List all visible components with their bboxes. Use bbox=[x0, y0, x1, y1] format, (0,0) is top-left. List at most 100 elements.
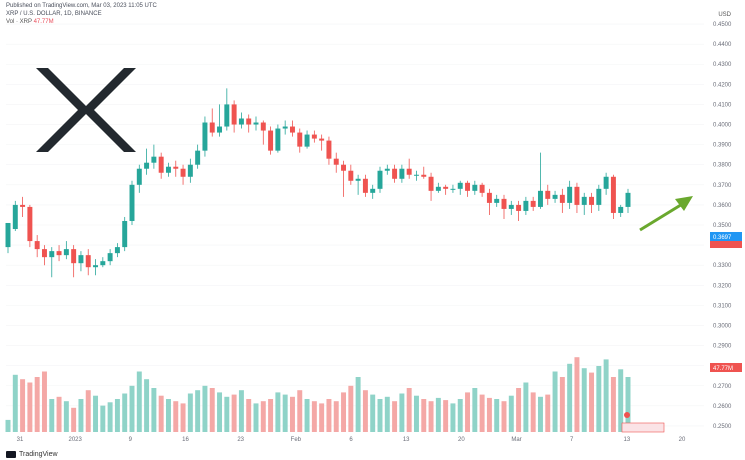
volume-bar bbox=[20, 379, 26, 432]
candle-body bbox=[297, 132, 303, 147]
volume-bars bbox=[5, 357, 631, 432]
y-tick-label: 0.3600 bbox=[713, 203, 732, 209]
candle-body bbox=[144, 162, 150, 169]
candle-body bbox=[217, 126, 223, 133]
volume-label: Vol · XRP bbox=[6, 19, 32, 25]
candle-body bbox=[537, 190, 543, 207]
candle-body bbox=[187, 164, 193, 177]
volume-bar bbox=[100, 405, 106, 432]
candle-body bbox=[574, 186, 580, 205]
x-tick-label: 23 bbox=[237, 437, 244, 443]
candle-body bbox=[20, 204, 26, 207]
x-tick-label: 13 bbox=[623, 437, 630, 443]
candle-body bbox=[552, 194, 558, 199]
volume-bar bbox=[589, 372, 595, 432]
flag-markers bbox=[621, 412, 665, 433]
volume-bar bbox=[107, 402, 113, 432]
candle-body bbox=[289, 126, 295, 133]
volume-bar bbox=[217, 392, 223, 432]
candle-body bbox=[238, 118, 244, 125]
volume-bar bbox=[392, 401, 398, 432]
volume-bar bbox=[144, 379, 150, 432]
candle-body bbox=[129, 184, 135, 221]
volume-bar bbox=[253, 403, 259, 432]
candle-body bbox=[545, 190, 551, 199]
time-axis: 31 2023 9 16 23 Feb 6 13 20 Mar 7 13 20 bbox=[17, 437, 686, 443]
volume-bar bbox=[370, 394, 376, 432]
tradingview-logo-icon bbox=[6, 451, 16, 458]
candle-body bbox=[224, 104, 230, 127]
candle-body bbox=[326, 140, 332, 159]
y-tick-label: 0.3800 bbox=[713, 163, 732, 169]
volume-bar bbox=[625, 377, 631, 432]
volume-bar bbox=[479, 394, 485, 432]
candle-body bbox=[173, 166, 179, 169]
volume-bar bbox=[209, 388, 215, 432]
candle-body bbox=[311, 134, 317, 139]
volume-bar bbox=[311, 401, 317, 432]
candle-body bbox=[457, 182, 463, 189]
volume-bar bbox=[494, 399, 500, 432]
volume-bar bbox=[552, 371, 558, 432]
candle-body bbox=[370, 188, 376, 193]
x-tick-label: 6 bbox=[349, 437, 353, 443]
volume-bar bbox=[93, 395, 99, 432]
x-tick-label: 31 bbox=[17, 437, 24, 443]
volume-bar bbox=[581, 368, 587, 432]
volume-bar bbox=[122, 393, 128, 432]
volume-bar bbox=[523, 382, 529, 432]
volume-bar bbox=[333, 401, 339, 432]
candle-body bbox=[494, 198, 500, 203]
x-tick-label: Feb bbox=[291, 437, 302, 443]
volume-bar bbox=[165, 399, 171, 432]
candle-body bbox=[399, 168, 405, 179]
price-label-text: 0.3697 bbox=[713, 235, 732, 241]
volume-bar bbox=[530, 392, 536, 432]
candle-body bbox=[319, 138, 325, 141]
candle-body bbox=[355, 178, 361, 181]
volume-bar bbox=[114, 399, 120, 432]
candle-body bbox=[49, 251, 55, 258]
volume-bar bbox=[275, 392, 281, 432]
volume-bar bbox=[428, 401, 434, 432]
candle-body bbox=[559, 194, 565, 203]
candle-body bbox=[136, 168, 142, 185]
candle-body bbox=[151, 156, 157, 163]
candle-body bbox=[530, 200, 536, 207]
candle-body bbox=[275, 128, 281, 151]
candle-body bbox=[406, 168, 412, 175]
volume-bar bbox=[49, 399, 55, 432]
volume-bar bbox=[355, 377, 361, 432]
volume-bar bbox=[406, 388, 412, 432]
candle-body bbox=[195, 150, 201, 165]
candle-body bbox=[501, 198, 507, 209]
x-tick-label: 20 bbox=[458, 437, 465, 443]
volume-bar bbox=[603, 359, 609, 432]
footer-brand[interactable]: TradingView bbox=[6, 451, 58, 458]
candle-body bbox=[268, 130, 274, 151]
chart-header: Published on TradingView.com, Mar 03, 20… bbox=[6, 2, 157, 26]
volume-bar bbox=[567, 363, 573, 432]
volume-bar bbox=[202, 385, 208, 432]
x-tick-label: 20 bbox=[679, 437, 686, 443]
candle-body bbox=[581, 196, 587, 205]
candle-body bbox=[27, 206, 33, 242]
volume-bar bbox=[304, 399, 310, 432]
volume-bar bbox=[41, 371, 47, 432]
volume-bar bbox=[71, 407, 77, 432]
volume-bar bbox=[238, 390, 244, 432]
candle-body bbox=[523, 200, 529, 211]
candle-body bbox=[413, 174, 419, 176]
xrp-logo-icon bbox=[36, 68, 136, 152]
y-tick-label: 0.4400 bbox=[713, 42, 732, 48]
x-tick-label: 13 bbox=[403, 437, 410, 443]
x-tick-label: 7 bbox=[570, 437, 574, 443]
price-label: 0.3697 bbox=[710, 232, 742, 248]
candle-body bbox=[85, 255, 91, 268]
candle-body bbox=[78, 255, 84, 264]
volume-info: Vol · XRP 47.77M bbox=[6, 18, 157, 26]
candle-body bbox=[282, 126, 288, 129]
volume-bar bbox=[399, 393, 405, 432]
candle-body bbox=[516, 204, 522, 211]
